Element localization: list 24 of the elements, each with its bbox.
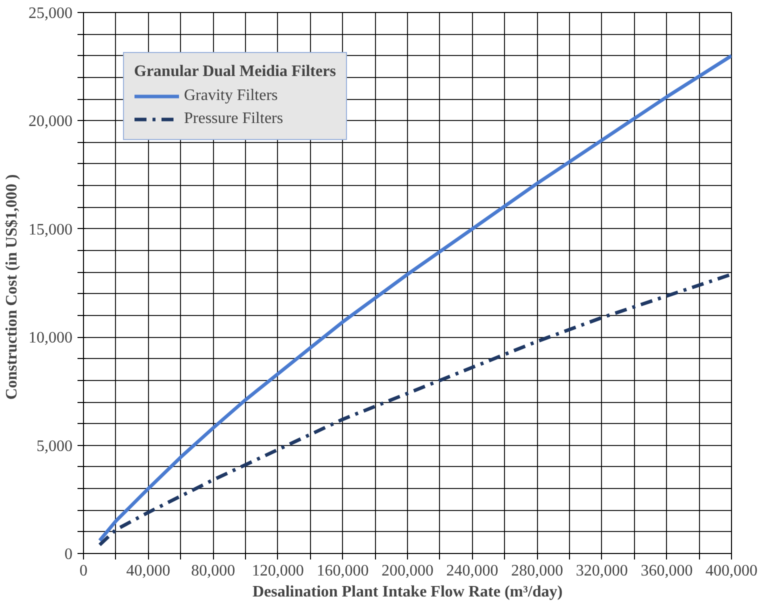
y-tick-label: 20,000	[28, 113, 72, 130]
y-tick-label: 0	[64, 546, 72, 563]
y-tick-label: 10,000	[28, 330, 72, 347]
line-series	[98, 272, 732, 547]
x-tick-label: 400,000	[706, 562, 758, 580]
x-tick-label: 240,000	[446, 562, 498, 580]
legend-title: Granular Dual Meidia Filters	[134, 63, 336, 81]
x-tick-label: 320,000	[576, 562, 628, 580]
x-axis-title: Desalination Plant Intake Flow Rate (m³/day)	[252, 584, 563, 600]
legend-label: Pressure Filters	[184, 110, 284, 128]
y-axis-title: Construction Cost (in US$1,000 )	[4, 174, 20, 400]
x-tick-label: 360,000	[640, 562, 693, 580]
y-tick-label: 25,000	[28, 5, 72, 22]
x-tick-label: 280,000	[511, 562, 564, 580]
x-tick-label: 200,000	[382, 562, 434, 580]
line-series	[98, 54, 732, 542]
x-tick-label: 160,000	[316, 562, 369, 580]
x-tick-label: 0	[80, 562, 88, 580]
x-tick-label: 80,000	[191, 562, 236, 580]
legend-label: Gravity Filters	[184, 87, 278, 105]
x-tick-label: 120,000	[252, 562, 304, 580]
x-tick-label: 40,000	[126, 562, 170, 580]
y-tick-label: 5,000	[36, 438, 72, 455]
y-tick-label: 15,000	[28, 221, 72, 238]
